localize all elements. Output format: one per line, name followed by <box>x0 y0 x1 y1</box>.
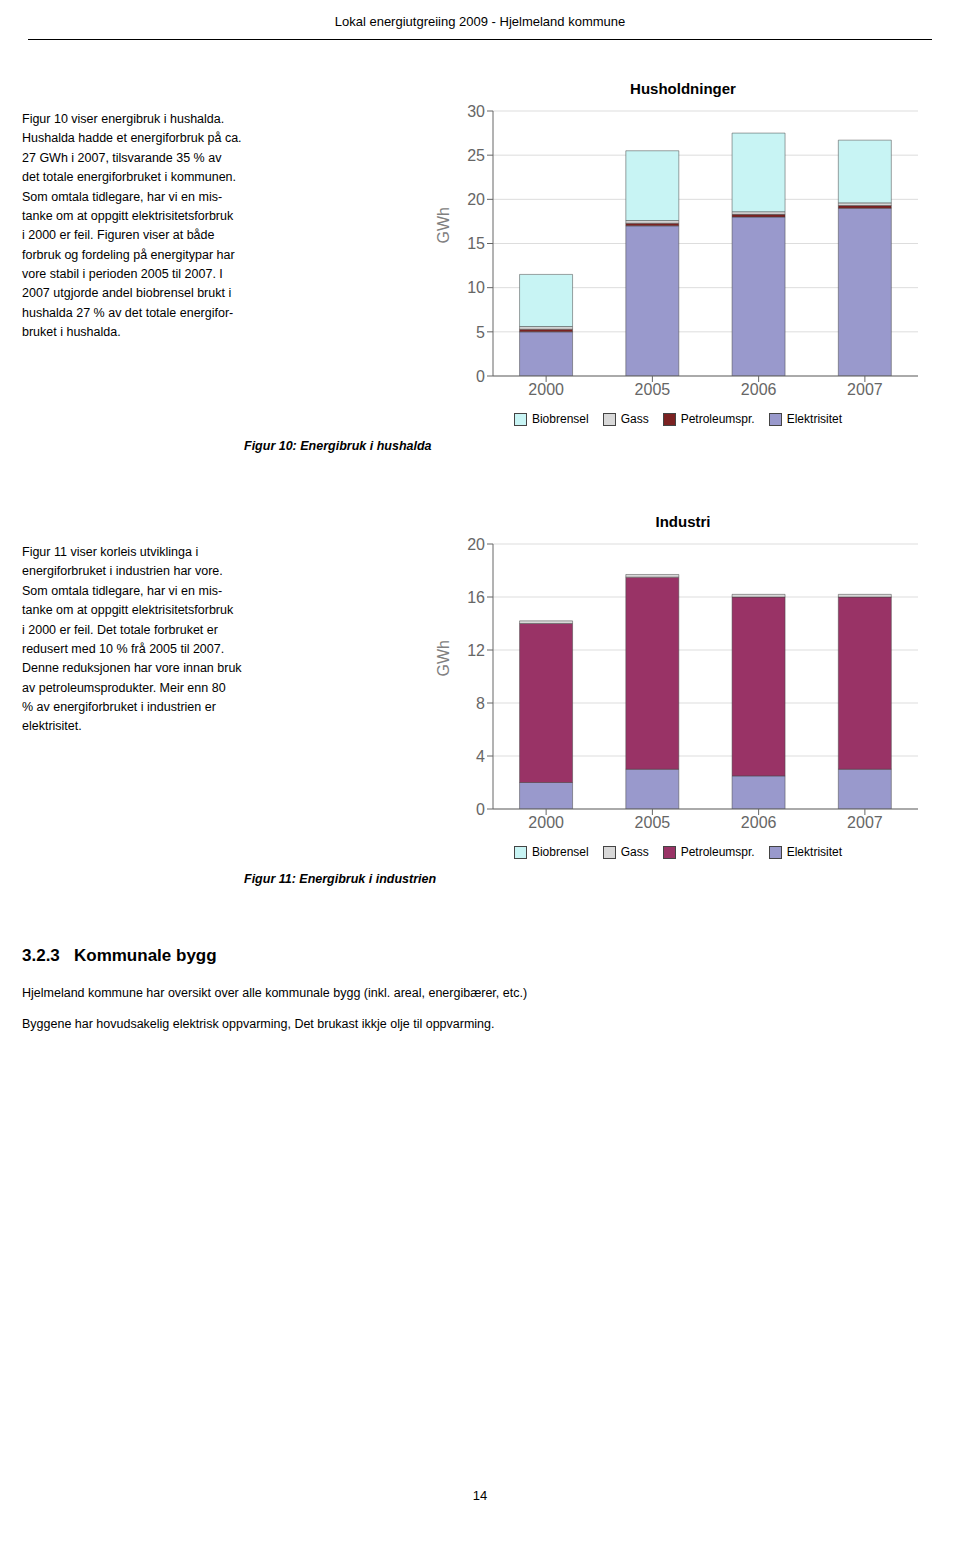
html-text:tanke om at oppgitt elektrisit: tanke om at oppgitt elektrisitetsforbruk <box>22 603 234 618</box>
svg-text:30: 30 <box>467 103 485 120</box>
html-text:i 2000 er feil. Det totale for: i 2000 er feil. Det totale forbruket er <box>22 622 218 637</box>
svg-text:15: 15 <box>467 235 485 252</box>
html-text:Hushalda hadde et energiforbru: Hushalda hadde et energiforbruk på ca. <box>22 131 242 146</box>
svg-text:16: 16 <box>467 589 485 606</box>
html-text:Husholdninger: Husholdninger <box>630 80 736 97</box>
html-text:14: 14 <box>472 1488 488 1503</box>
html-text:Industri: Industri <box>655 513 711 530</box>
html-text:2007 utgjorde andel biobrensel: 2007 utgjorde andel biobrensel brukt i <box>22 286 232 301</box>
svg-text:5: 5 <box>476 324 485 341</box>
html-text:av petroleumsprodukter. Meir e: av petroleumsprodukter. Meir enn 80 <box>22 680 226 695</box>
svg-text:GWh: GWh <box>435 207 452 243</box>
html-text:Elektrisitet: Elektrisitet <box>786 412 843 426</box>
html-text:forbruk og fordeling på energi: forbruk og fordeling på energitypar har <box>22 247 235 262</box>
html-text:27 GWh i 2007, tilsvarande 35: 27 GWh i 2007, tilsvarande 35 % av <box>22 150 222 165</box>
html-text:Elektrisitet: Elektrisitet <box>786 845 843 859</box>
html-text:% av energiforbruket i industr: % av energiforbruket i industrien er <box>22 700 216 714</box>
html-text:Som omtala tidlegare, har vi e: Som omtala tidlegare, har vi en mis- <box>22 583 223 598</box>
html-text:Petroleumspr.: Petroleumspr. <box>680 412 755 426</box>
html-text:vore stabil i perioden 2005 ti: vore stabil i perioden 2005 til 2007. I <box>22 267 223 281</box>
svg-text:2007: 2007 <box>847 814 883 831</box>
html-text:tanke om at oppgitt elektrisit: tanke om at oppgitt elektrisitetsforbruk <box>22 208 234 223</box>
svg-text:2006: 2006 <box>741 381 777 398</box>
html-text:3.2.3 Kommunale bygg: 3.2.3 Kommunale bygg <box>22 946 217 965</box>
html-text:Gass: Gass <box>620 412 649 426</box>
html-text:Biobrensel: Biobrensel <box>531 845 589 859</box>
svg-text:4: 4 <box>476 748 485 765</box>
html-text:Byggene har hovudsakelig elekt: Byggene har hovudsakelig elektrisk oppva… <box>22 1016 495 1031</box>
html-text:redusert med 10 % frå 2005 til: redusert med 10 % frå 2005 til 2007. <box>22 641 225 656</box>
svg-text:GWh: GWh <box>435 640 452 676</box>
html-text:Denne reduksjonen har vore inn: Denne reduksjonen har vore innan bruk <box>22 661 242 676</box>
html-text:energiforbruket i industrien h: energiforbruket i industrien har vore. <box>22 564 223 579</box>
html-text:Figur 11 viser korleis utvikli: Figur 11 viser korleis utviklinga i <box>22 545 199 559</box>
svg-text:2007: 2007 <box>847 381 883 398</box>
html-text:Hjelmeland kommune har oversik: Hjelmeland kommune har oversikt over all… <box>22 986 528 1000</box>
svg-text:2005: 2005 <box>635 814 671 831</box>
svg-text:10: 10 <box>467 279 485 296</box>
svg-text:2000: 2000 <box>528 381 564 398</box>
html-text:Figur 10: Energibruk i hushald: Figur 10: Energibruk i hushalda <box>244 439 432 453</box>
svg-text:2000: 2000 <box>528 814 564 831</box>
html-text:Petroleumspr.: Petroleumspr. <box>680 845 755 859</box>
svg-text:8: 8 <box>476 695 485 712</box>
html-text:Lokal energiutgreiing 2009 - H: Lokal energiutgreiing 2009 - Hjelmeland … <box>334 14 626 29</box>
html-text:Figur 11: Energibruk i industr: Figur 11: Energibruk i industrien <box>244 872 437 886</box>
html-text:Figur 10 viser energibruk i hu: Figur 10 viser energibruk i hushalda. <box>22 112 225 126</box>
svg-text:20: 20 <box>467 191 485 208</box>
svg-text:25: 25 <box>467 147 485 164</box>
svg-text:0: 0 <box>476 368 485 385</box>
svg-text:0: 0 <box>476 801 485 818</box>
svg-text:12: 12 <box>467 642 485 659</box>
html-text:elektrisitet.: elektrisitet. <box>22 719 82 734</box>
html-text:hushalda 27 % av det totale en: hushalda 27 % av det totale energifor- <box>22 305 234 320</box>
html-text:det totale energiforbruket i k: det totale energiforbruket i kommunen. <box>22 170 236 185</box>
svg-text:20: 20 <box>467 536 485 553</box>
html-text:Gass: Gass <box>620 845 649 859</box>
html-text:i 2000 er feil. Figuren viser: i 2000 er feil. Figuren viser at både <box>22 228 215 243</box>
html-text:bruket i hushalda.: bruket i hushalda. <box>22 325 121 340</box>
svg-text:2005: 2005 <box>635 381 671 398</box>
svg-text:2006: 2006 <box>741 814 777 831</box>
html-text:Som omtala tidlegare, har vi e: Som omtala tidlegare, har vi en mis- <box>22 189 223 204</box>
html-text:Biobrensel: Biobrensel <box>531 412 589 426</box>
